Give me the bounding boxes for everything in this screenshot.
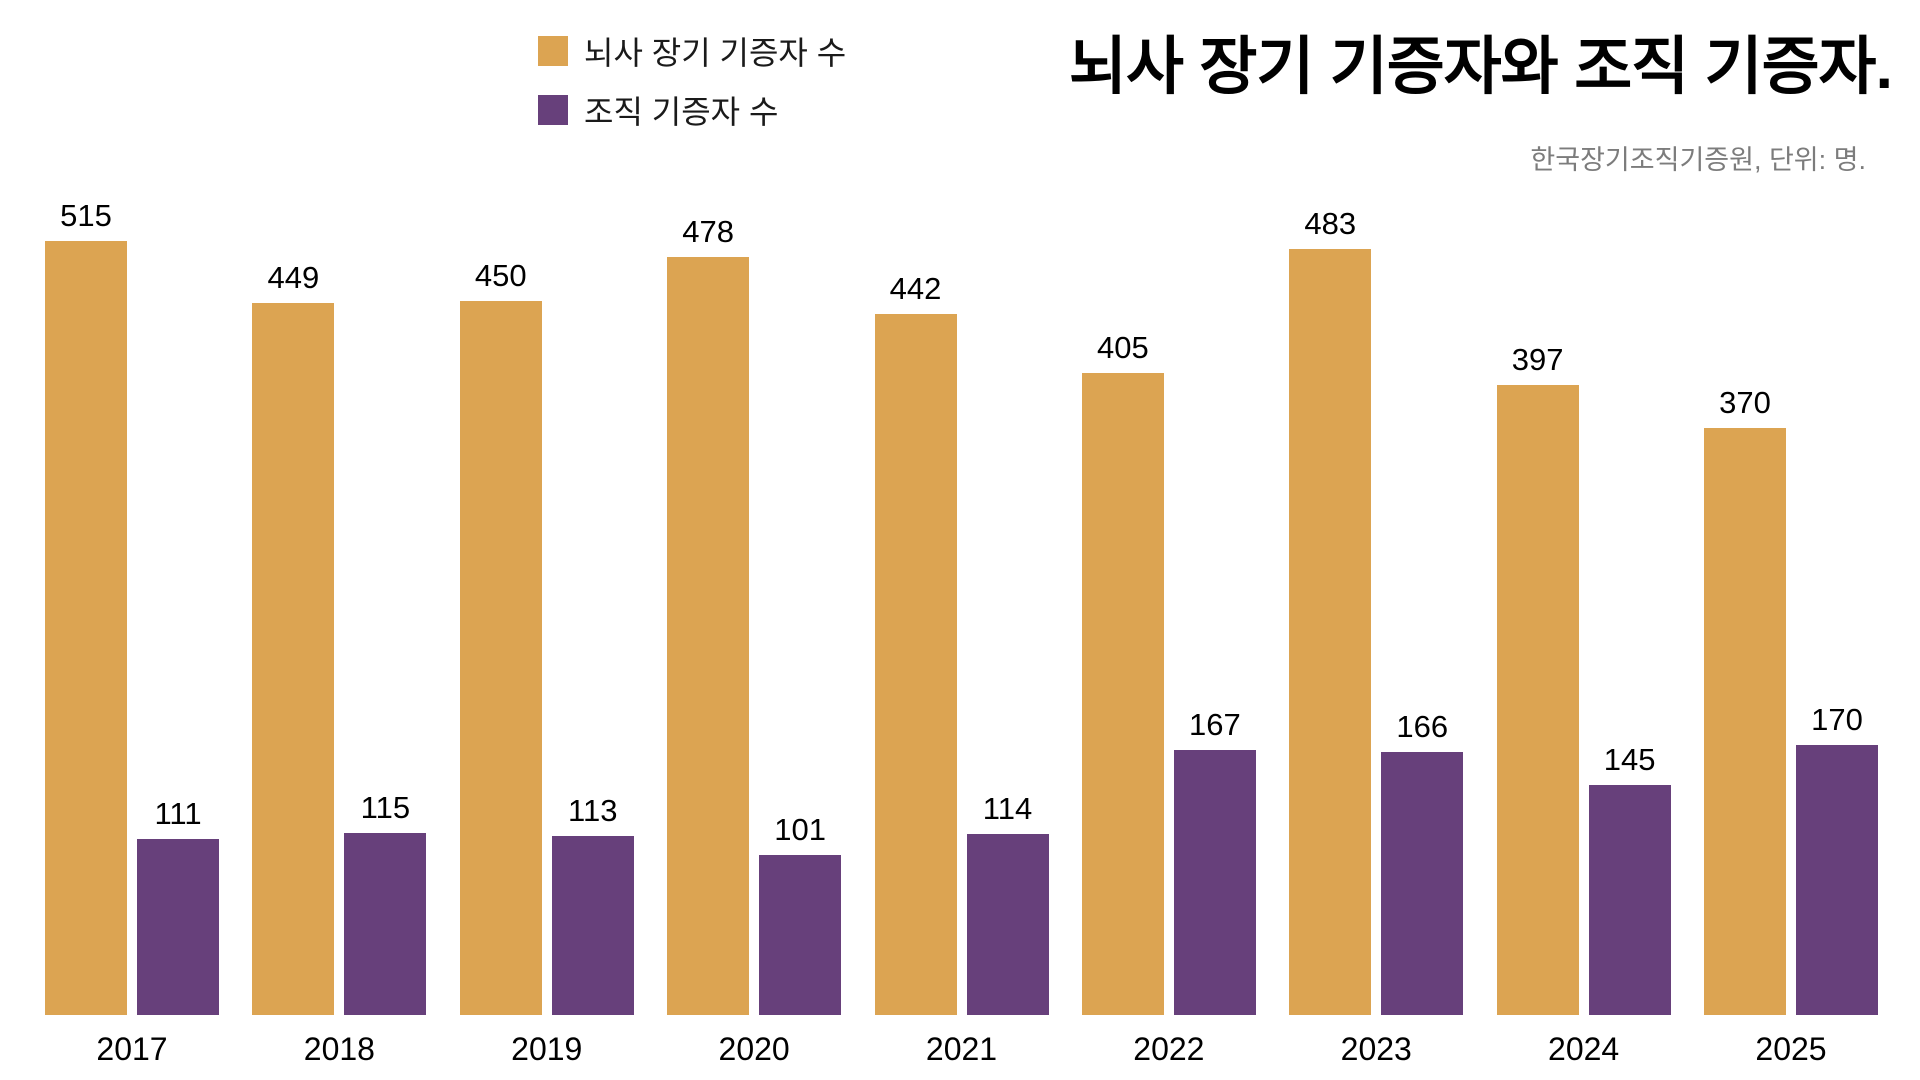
x-axis-label: 2024 bbox=[1548, 1031, 1620, 1067]
tissue-bar bbox=[1588, 784, 1671, 1015]
bar-value-label: 397 bbox=[1511, 342, 1564, 378]
organ-bar bbox=[252, 302, 335, 1015]
legend-label-organ-donors: 뇌사 장기 기증자 수 bbox=[584, 35, 847, 71]
bars-row: 442 114 bbox=[874, 198, 1049, 1015]
organ-bar bbox=[459, 301, 542, 1015]
bar-value-label: 111 bbox=[154, 795, 202, 831]
bars-row: 370 170 bbox=[1704, 198, 1878, 1015]
organ-bar bbox=[1704, 428, 1786, 1015]
tissue-bar bbox=[344, 832, 427, 1015]
organ-bar bbox=[874, 313, 957, 1015]
organ-bar-wrap: 442 bbox=[874, 198, 957, 1015]
organ-bar-wrap: 397 bbox=[1496, 198, 1579, 1015]
x-axis-label: 2017 bbox=[96, 1031, 168, 1067]
year-group-2021: 442 114 2021 bbox=[874, 198, 1049, 1068]
bar-value-label: 167 bbox=[1189, 707, 1241, 743]
x-axis-label: 2019 bbox=[511, 1031, 583, 1067]
x-axis-label: 2018 bbox=[303, 1031, 375, 1067]
year-group-2019: 450 113 2019 bbox=[459, 198, 634, 1068]
tissue-bar bbox=[1796, 745, 1878, 1015]
chart-title: 뇌사 장기 기증자와 조직 기증자. bbox=[1069, 32, 1893, 102]
bar-value-label: 170 bbox=[1811, 702, 1863, 738]
organ-bar bbox=[1081, 372, 1164, 1015]
tissue-bar bbox=[137, 838, 219, 1015]
bar-value-label: 145 bbox=[1603, 741, 1656, 777]
tissue-bar-wrap: 115 bbox=[344, 198, 427, 1015]
legend-swatch-organ-donors bbox=[538, 36, 568, 66]
bar-value-label: 113 bbox=[568, 792, 618, 828]
tissue-bar-wrap: 166 bbox=[1381, 198, 1464, 1015]
plot-area: 515 111 2017 449 115 2018 450 113 2019 478 101 2020… bbox=[45, 198, 1878, 1068]
organ-bar-wrap: 483 bbox=[1289, 198, 1372, 1015]
organ-bar-wrap: 478 bbox=[667, 198, 750, 1015]
bars-row: 515 111 bbox=[45, 198, 219, 1015]
tissue-bar-wrap: 167 bbox=[1173, 198, 1256, 1015]
bar-value-label: 370 bbox=[1719, 385, 1771, 421]
source-note: 한국장기조직기증원, 단위: 명. bbox=[1530, 145, 1866, 175]
tissue-bar-wrap: 145 bbox=[1588, 198, 1671, 1015]
organ-bar bbox=[1289, 248, 1372, 1015]
year-group-2022: 405 167 2022 bbox=[1081, 198, 1256, 1068]
tissue-bar bbox=[966, 834, 1049, 1015]
bar-value-label: 450 bbox=[474, 258, 527, 294]
legend-swatch-tissue-donors bbox=[538, 95, 568, 125]
tissue-bar bbox=[759, 854, 842, 1015]
bar-value-label: 449 bbox=[267, 259, 320, 295]
tissue-bar-wrap: 113 bbox=[551, 198, 634, 1015]
bars-row: 450 113 bbox=[459, 198, 634, 1015]
organ-bar bbox=[45, 241, 127, 1015]
year-group-2017: 515 111 2017 bbox=[45, 198, 219, 1068]
x-axis-label: 2020 bbox=[718, 1031, 790, 1067]
bar-value-label: 478 bbox=[682, 213, 734, 249]
organ-bar bbox=[1496, 385, 1579, 1015]
tissue-bar-wrap: 170 bbox=[1796, 198, 1878, 1015]
legend-item-organ-donors: 뇌사 장기 기증자 수 bbox=[538, 28, 846, 74]
tissue-bar-wrap: 101 bbox=[759, 198, 842, 1015]
bars-row: 397 145 bbox=[1496, 198, 1671, 1015]
year-group-2025: 370 170 2025 bbox=[1704, 198, 1878, 1068]
tissue-bar-wrap: 111 bbox=[137, 198, 219, 1015]
legend-item-tissue-donors: 조직 기증자 수 bbox=[538, 87, 846, 133]
bar-value-label: 442 bbox=[889, 270, 942, 306]
year-group-2024: 397 145 2024 bbox=[1496, 198, 1671, 1068]
organ-bar-wrap: 449 bbox=[252, 198, 335, 1015]
organ-bar-wrap: 515 bbox=[45, 198, 127, 1015]
tissue-bar-wrap: 114 bbox=[966, 198, 1049, 1015]
bars-row: 478 101 bbox=[667, 198, 842, 1015]
bars-row: 449 115 bbox=[252, 198, 427, 1015]
tissue-bar bbox=[1381, 751, 1464, 1015]
year-group-2018: 449 115 2018 bbox=[252, 198, 427, 1068]
bar-value-label: 483 bbox=[1304, 205, 1357, 241]
bars-row: 483 166 bbox=[1289, 198, 1464, 1015]
tissue-bar bbox=[1173, 750, 1256, 1015]
organ-bar-wrap: 450 bbox=[459, 198, 542, 1015]
bar-value-label: 115 bbox=[360, 789, 411, 825]
legend-label-tissue-donors: 조직 기증자 수 bbox=[584, 94, 779, 130]
bar-value-label: 166 bbox=[1396, 708, 1449, 744]
legend: 뇌사 장기 기증자 수 조직 기증자 수 bbox=[538, 28, 846, 133]
organ-bar-wrap: 405 bbox=[1081, 198, 1164, 1015]
year-group-2020: 478 101 2020 bbox=[667, 198, 842, 1068]
x-axis-label: 2025 bbox=[1755, 1031, 1827, 1067]
bar-value-label: 405 bbox=[1097, 329, 1149, 365]
bar-value-label: 114 bbox=[982, 791, 1033, 827]
year-group-2023: 483 166 2023 bbox=[1289, 198, 1464, 1068]
organ-bar-wrap: 370 bbox=[1704, 198, 1786, 1015]
x-axis-label: 2021 bbox=[925, 1031, 998, 1067]
x-axis-label: 2023 bbox=[1340, 1031, 1412, 1067]
tissue-bar bbox=[551, 835, 634, 1015]
bars-row: 405 167 bbox=[1081, 198, 1256, 1015]
bar-value-label: 515 bbox=[60, 198, 112, 233]
x-axis-label: 2022 bbox=[1133, 1031, 1205, 1067]
bar-value-label: 101 bbox=[774, 811, 826, 847]
organ-bar bbox=[667, 256, 750, 1015]
